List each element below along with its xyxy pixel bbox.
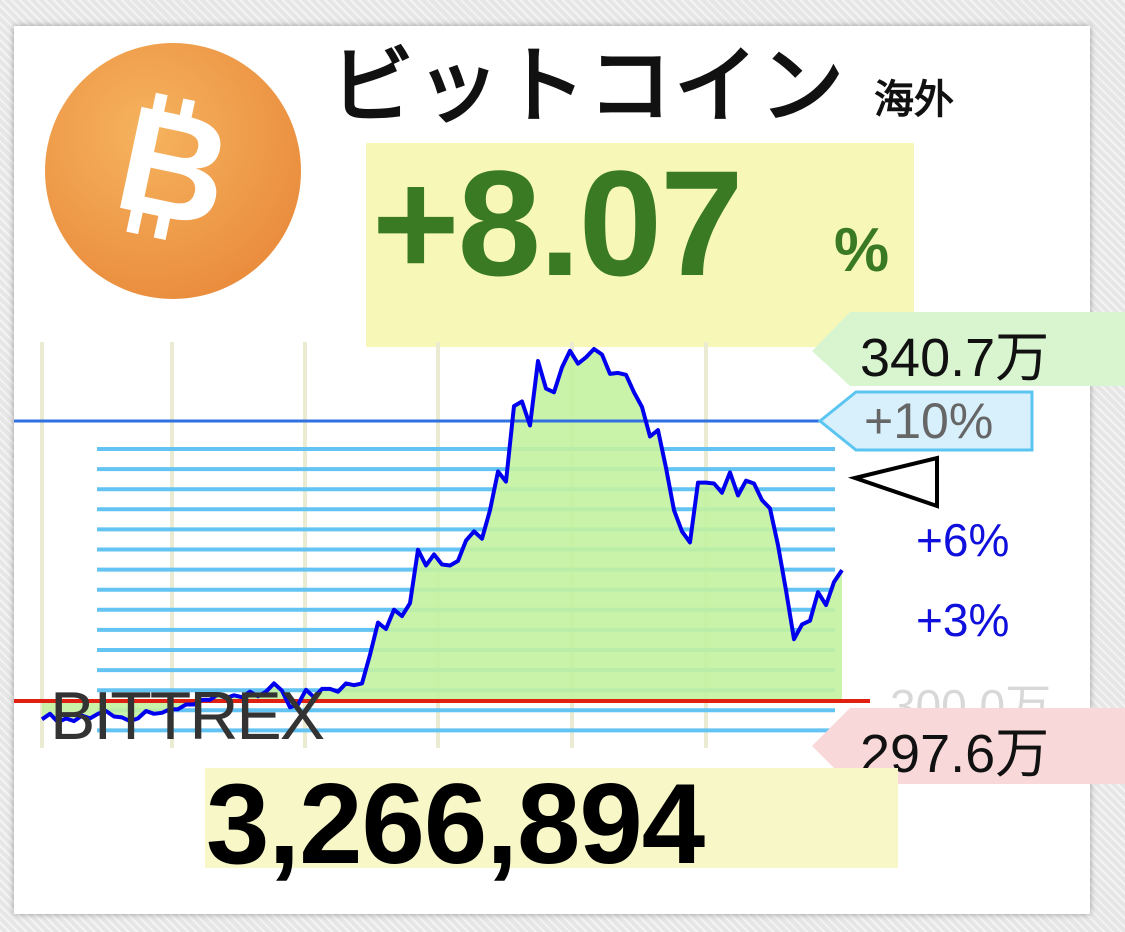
plus6-label: +6% bbox=[916, 514, 1009, 566]
price-area bbox=[42, 349, 842, 723]
change-highlight bbox=[366, 143, 914, 347]
high-value: 340.7万 bbox=[860, 328, 1049, 388]
current-price: 3,266,894 bbox=[206, 761, 705, 888]
market-label: 海外 bbox=[874, 77, 954, 123]
current-price-marker bbox=[847, 455, 939, 509]
percent-sign: % bbox=[834, 216, 890, 285]
bitcoin-icon: B bbox=[45, 43, 301, 299]
high-tag-bg bbox=[812, 312, 1125, 386]
low-tag-bg bbox=[812, 708, 1125, 784]
bitcoin-logo: B bbox=[44, 42, 302, 300]
change-percent: +8.07 bbox=[372, 139, 744, 307]
plus3-label: +3% bbox=[916, 594, 1009, 646]
price-line bbox=[40, 347, 844, 725]
plus10-tag-bg bbox=[817, 390, 1034, 452]
plus10-label: +10% bbox=[864, 393, 993, 449]
coin-title: ビットコイン bbox=[330, 37, 847, 135]
price-highlight bbox=[205, 768, 898, 868]
exchange-label: BITTREX bbox=[50, 678, 325, 754]
